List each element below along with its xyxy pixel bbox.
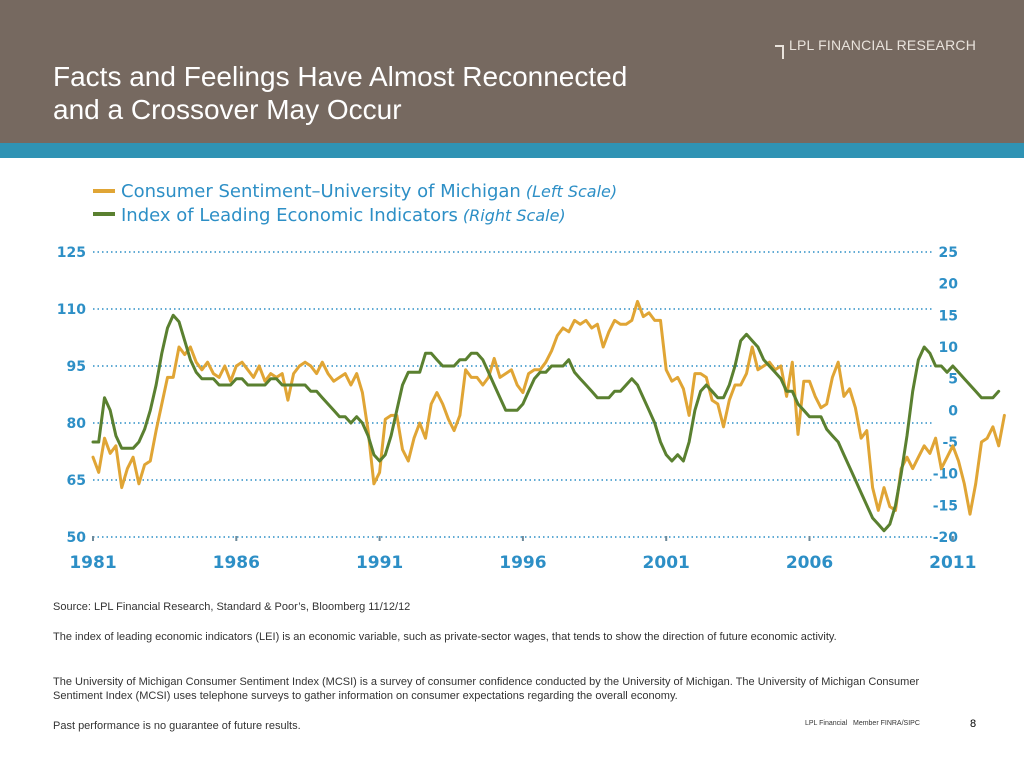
right-tick-0: 0 (948, 403, 958, 419)
left-tick-80: 80 (67, 416, 87, 432)
x-tick-label-2011: 2011 (929, 553, 976, 573)
left-tick-95: 95 (67, 359, 86, 375)
legend-lei-scale: (Right Scale) (463, 206, 566, 225)
left-axis-ticks: 50 65 80 95 110 125 (57, 245, 86, 546)
member-finra-label: LPL Financial Member FINRA/SIPC (805, 720, 920, 727)
x-tick-label-1991: 1991 (356, 553, 403, 573)
title-line-1: Facts and Feelings Have Almost Reconnect… (53, 61, 628, 92)
legend-sentiment-scale: (Left Scale) (526, 182, 617, 201)
chart-legend: Consumer Sentiment–University of Michiga… (93, 181, 617, 226)
chart-gridlines (93, 251, 932, 538)
right-tick-5: 5 (948, 372, 958, 388)
title-line-2: and a Crossover May Occur (53, 94, 402, 125)
brand-label: LPL FINANCIAL RESEARCH (789, 37, 976, 53)
right-tick--10: -10 (933, 467, 959, 483)
series-line-leading-indicators (91, 313, 1001, 533)
left-tick-125: 125 (57, 245, 86, 261)
x-axis-ticks: 1981 1986 1991 1996 2001 2006 2011 (69, 536, 976, 573)
left-tick-65: 65 (67, 473, 86, 489)
series-line-consumer-sentiment (91, 299, 1006, 516)
legend-label-sentiment: Consumer Sentiment–University of Michiga… (121, 181, 617, 202)
x-tick-label-1986: 1986 (213, 553, 260, 573)
right-tick-10: 10 (939, 340, 959, 356)
page-number: 8 (970, 718, 977, 730)
legend-sentiment-rest: –University of Michigan (312, 181, 521, 202)
legend-lei-main: Index of Leading Economic Indicators (121, 205, 458, 226)
x-tick-label-1981: 1981 (69, 553, 116, 573)
right-tick--20: -20 (933, 530, 959, 546)
disclaimer: Past performance is no guarantee of futu… (53, 720, 301, 732)
left-tick-50: 50 (67, 530, 87, 546)
left-tick-110: 110 (57, 302, 86, 318)
lei-definition: The index of leading economic indicators… (53, 631, 837, 643)
brand-corner-icon (775, 45, 784, 59)
mcsi-definition: The University of Michigan Consumer Sent… (53, 676, 920, 702)
header-stripe (0, 143, 1024, 158)
line-chart: Consumer Sentiment–University of Michiga… (57, 181, 1006, 573)
chart-series (91, 299, 1006, 533)
legend-label-lei: Index of Leading Economic Indicators (Rig… (121, 205, 566, 226)
right-tick-25: 25 (939, 245, 958, 261)
x-tick-label-2001: 2001 (643, 553, 690, 573)
legend-sentiment-main: Consumer Sentiment (121, 181, 312, 202)
right-tick-20: 20 (939, 277, 959, 293)
right-tick--15: -15 (933, 498, 958, 514)
slide-title: Facts and Feelings Have Almost Reconnect… (53, 60, 627, 126)
x-tick-label-2006: 2006 (786, 553, 833, 573)
header-banner: LPL FINANCIAL RESEARCH Facts and Feeling… (0, 0, 1024, 143)
x-tick-label-1996: 1996 (499, 553, 546, 573)
source-note: Source: LPL Financial Research, Standard… (53, 601, 411, 613)
right-tick-15: 15 (939, 308, 958, 324)
